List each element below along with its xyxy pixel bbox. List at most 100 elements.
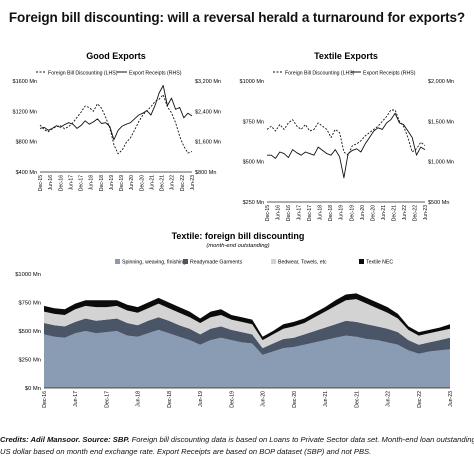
chart1-x-tick-label: Dec-17 xyxy=(79,175,85,191)
chart2-x-tick-label: Dec-19 xyxy=(349,205,355,221)
chart2-series-line-1 xyxy=(266,109,426,156)
chart3-x-tick-label: Jun-20 xyxy=(261,391,267,407)
chart1-left-tick-label: $1200 Mn xyxy=(13,109,37,115)
chart1-x-tick-label: Jun-18 xyxy=(89,175,95,191)
chart1-left-tick-label: $800 Mn xyxy=(16,140,37,146)
chart3-area-3 xyxy=(44,299,450,349)
chart2-x-tick-label: Jun-21 xyxy=(381,205,387,221)
chart2-left-tick-label: $750 Mn xyxy=(243,119,264,125)
chart1-x-tick-label: Jun-17 xyxy=(68,175,74,191)
credits-note-1: Foreign bill discounting data is based o… xyxy=(131,435,474,444)
chart3-x-tick-label: Jun-18 xyxy=(136,391,142,407)
chart1-right-tick-label: $3,200 Mn xyxy=(195,79,221,85)
credits: Credits: Adil Mansoor. Source: SBP. Fore… xyxy=(0,434,474,458)
chart3-y-tick-label: $1000 Mn xyxy=(15,272,41,278)
chart2-series-line-2 xyxy=(267,112,426,179)
chart3-legend-label-2: Readymade Garments xyxy=(190,260,243,266)
textile-exports-chart: Textile Exports Foreign Bill Discounting … xyxy=(240,51,454,221)
chart2-x-tick-label: Jun-22 xyxy=(402,205,408,221)
chart1-x-tick-label: Dec-19 xyxy=(119,175,125,191)
chart2-title: Textile Exports xyxy=(314,51,378,61)
main-title: Foreign bill discounting: will a reversa… xyxy=(8,10,466,25)
chart2-x-tick-label: Jun-20 xyxy=(360,205,366,221)
chart3-title: Textile: foreign bill discounting xyxy=(172,231,305,241)
chart2-x-tick-label: Dec-16 xyxy=(286,205,292,221)
chart1-x-tick-label: Dec-18 xyxy=(99,175,105,191)
chart1-left-tick-label: $1600 Mn xyxy=(13,79,37,85)
chart3-x-tick-label: Jun-23 xyxy=(448,391,454,407)
chart1-x-tick-label: Dec-21 xyxy=(160,175,166,191)
chart2-x-tick-label: Jun-23 xyxy=(423,205,429,221)
textile-fbd-chart: Textile: foreign bill discounting (month-… xyxy=(15,231,454,408)
chart2-left-tick-label: $1000 Mn xyxy=(240,79,264,85)
chart3-area-1 xyxy=(44,329,450,388)
chart2-right-tick-label: $1,500 Mn xyxy=(428,119,454,125)
chart1-left-tick-label: $400 Mn xyxy=(16,170,37,176)
chart3-x-tick-label: Dec-16 xyxy=(42,391,48,408)
chart1-x-tick-label: Jun-23 xyxy=(190,175,196,191)
chart1-x-tick-label: Dec-22 xyxy=(180,175,186,191)
chart1-x-tick-label: Jun-21 xyxy=(149,175,155,191)
chart2-x-tick-label: Jun-18 xyxy=(318,205,324,221)
chart3-x-tick-label: Dec-18 xyxy=(167,391,173,408)
chart2-x-tick-label: Jun-19 xyxy=(339,205,345,221)
chart2-x-tick-label: Dec-20 xyxy=(370,205,376,221)
chart3-x-tick-label: Jun-17 xyxy=(73,391,79,407)
chart3-x-tick-label: Dec-20 xyxy=(292,391,298,408)
chart2-x-tick-label: Dec-18 xyxy=(328,205,334,221)
chart2-left-tick-label: $250 Mn xyxy=(243,200,264,206)
chart3-legend-swatch-3 xyxy=(271,259,276,264)
chart3-x-tick-label: Dec-22 xyxy=(417,391,423,408)
chart2-x-tick-label: Dec-22 xyxy=(412,205,418,221)
credits-line-2: US dollar based on month end exchange ra… xyxy=(0,447,372,456)
chart3-legend-swatch-2 xyxy=(183,259,188,264)
chart1-x-tick-label: Jun-22 xyxy=(170,175,176,191)
chart1-x-tick-label: Dec-20 xyxy=(139,175,145,191)
chart1-x-tick-label: Dec-15 xyxy=(38,175,44,191)
chart3-y-tick-label: $500 Mn xyxy=(18,329,41,335)
good-exports-chart: Good Exports Foreign Bill Discounting (LH… xyxy=(13,51,221,191)
chart3-subtitle: (month-end outstanding) xyxy=(206,243,269,249)
chart2-right-tick-label: $1,000 Mn xyxy=(428,160,454,166)
chart2-x-tick-label: Jun-16 xyxy=(276,205,282,221)
chart2-x-tick-label: Dec-15 xyxy=(265,205,271,221)
chart3-y-tick-label: $250 Mn xyxy=(18,358,41,364)
chart2-right-tick-label: $2,000 Mn xyxy=(428,79,454,85)
chart2-left-tick-label: $500 Mn xyxy=(243,160,264,166)
chart1-x-tick-label: Jun-19 xyxy=(109,175,115,191)
chart1-series-line-2 xyxy=(39,85,193,141)
chart2-x-tick-label: Dec-21 xyxy=(391,205,397,221)
chart3-x-tick-label: Dec-19 xyxy=(229,391,235,408)
chart1-x-tick-label: Dec-16 xyxy=(58,175,64,191)
chart1-x-tick-label: Jun-16 xyxy=(48,175,54,191)
chart1-right-tick-label: $2,400 Mn xyxy=(195,109,221,115)
chart2-legend-label-2: Export Receipts (RHS) xyxy=(363,71,416,77)
chart1-right-tick-label: $1,600 Mn xyxy=(195,140,221,146)
chart1-series-line-1 xyxy=(39,94,193,155)
chart3-y-tick-label: $0 Mn xyxy=(25,386,41,392)
chart3-x-tick-label: Jun-21 xyxy=(323,391,329,407)
chart3-legend-label-4: Textile NEC xyxy=(366,260,393,266)
chart3-area-4 xyxy=(44,293,450,341)
chart3-area-2 xyxy=(44,317,450,355)
chart3-x-tick-label: Jun-19 xyxy=(198,391,204,407)
chart3-x-tick-label: Jun-22 xyxy=(386,391,392,407)
chart3-x-tick-label: Dec-17 xyxy=(104,391,110,408)
chart1-title: Good Exports xyxy=(86,51,146,61)
chart1-legend-label-2: Export Receipts (RHS) xyxy=(129,71,182,77)
chart2-x-tick-label: Jun-17 xyxy=(297,205,303,221)
credits-line-1: Credits: Adil Mansoor. Source: SBP. Fore… xyxy=(0,434,474,446)
chart2-legend-label-1: Foreign Bill Discounting (LHS) xyxy=(285,71,355,77)
chart2-x-tick-label: Dec-17 xyxy=(307,205,313,221)
chart1-x-tick-label: Jun-20 xyxy=(129,175,135,191)
chart3-legend-swatch-4 xyxy=(359,259,364,264)
credits-author: Credits: Adil Mansoor. Source: SBP. xyxy=(0,435,130,444)
chart2-right-tick-label: $500 Mn xyxy=(428,200,449,206)
chart3-legend-swatch-1 xyxy=(115,259,120,264)
chart3-x-tick-label: Dec-21 xyxy=(354,391,360,408)
chart3-legend-label-1: Spinning, weaving, finishing xyxy=(122,260,186,266)
chart3-legend-label-3: Bedwear, Towels, etc xyxy=(278,260,327,266)
chart1-right-tick-label: $800 Mn xyxy=(195,170,216,176)
chart1-legend-label-1: Foreign Bill Discounting (LHS) xyxy=(48,71,118,77)
